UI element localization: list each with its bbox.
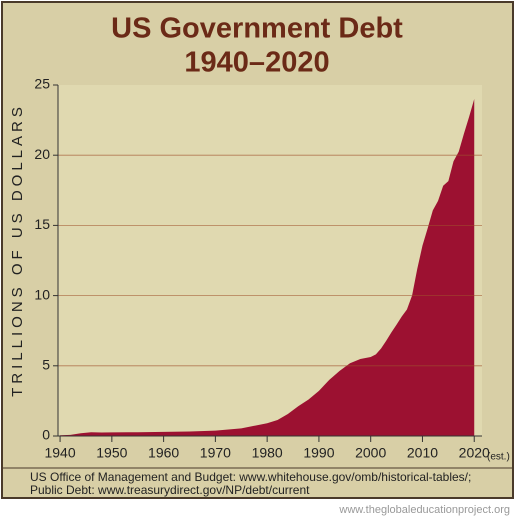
annotation: (est.) [487, 452, 510, 463]
x-tick-label: 2010 [407, 445, 438, 461]
x-tick-label: 2020 [459, 445, 490, 461]
x-tick-label: 1960 [148, 445, 179, 461]
y-tick-label: 15 [34, 216, 50, 232]
y-axis-label: TRILLIONS OF US DOLLARS [9, 103, 26, 397]
source-line: US Office of Management and Budget: www.… [30, 470, 471, 484]
x-tick-label: 2000 [355, 445, 386, 461]
x-tick-label: 1970 [200, 445, 231, 461]
x-tick-label: 1990 [303, 445, 334, 461]
y-tick-label: 10 [34, 286, 50, 302]
y-tick-label: 25 [34, 76, 50, 92]
area [60, 99, 475, 436]
watermark: www.theglobaleducationproject.org [338, 504, 510, 516]
y-tick-label: 20 [34, 146, 50, 162]
x-tick-label: 1950 [96, 445, 127, 461]
x-tick-label: 1940 [44, 445, 75, 461]
x-tick-label: 1980 [252, 445, 283, 461]
chart-title: US Government Debt [111, 13, 403, 45]
y-tick-label: 0 [42, 427, 50, 443]
source-line: Public Debt: www.treasurydirect.gov/NP/d… [30, 483, 310, 497]
y-tick-label: 5 [42, 357, 50, 373]
chart-subtitle: 1940–2020 [184, 47, 329, 79]
